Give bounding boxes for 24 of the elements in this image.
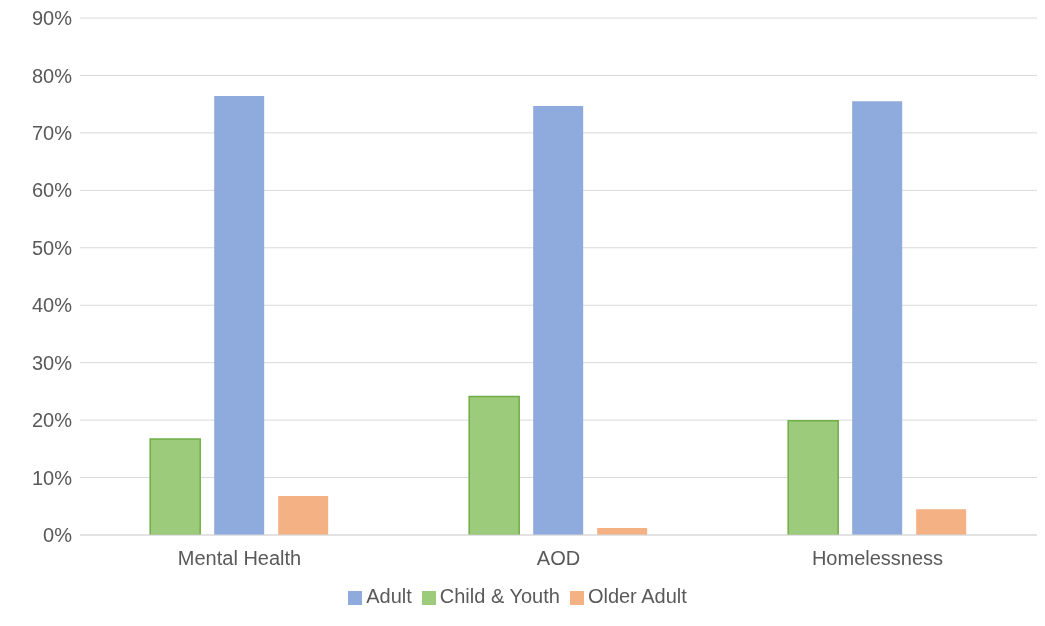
bar: [533, 105, 584, 535]
y-tick-label: 80%: [31, 64, 73, 87]
legend-label: Child & Youth: [439, 585, 560, 607]
x-tick-label: Mental Health: [177, 547, 302, 570]
legend-label: Older Adult: [587, 585, 687, 607]
y-tick-label: 90%: [31, 7, 73, 30]
y-tick-label: 0%: [43, 524, 73, 547]
y-tick-label: 10%: [31, 466, 73, 489]
y-tick-label: 20%: [31, 409, 73, 432]
y-tick-label: 50%: [31, 236, 73, 259]
y-tick-label: 70%: [31, 121, 73, 144]
legend-label: Adult: [366, 585, 412, 607]
bar: [278, 495, 329, 535]
bar: [468, 395, 520, 535]
x-tick-label: Homelessness: [811, 547, 944, 570]
y-tick-label: 40%: [31, 294, 73, 317]
y-tick-label: 30%: [31, 351, 73, 374]
x-tick-label: AOD: [536, 547, 581, 570]
bar: [787, 419, 839, 535]
bar: [214, 96, 265, 535]
bar: [852, 101, 903, 535]
bar: [916, 509, 967, 535]
bar: [149, 438, 201, 535]
y-tick-label: 60%: [31, 179, 73, 202]
